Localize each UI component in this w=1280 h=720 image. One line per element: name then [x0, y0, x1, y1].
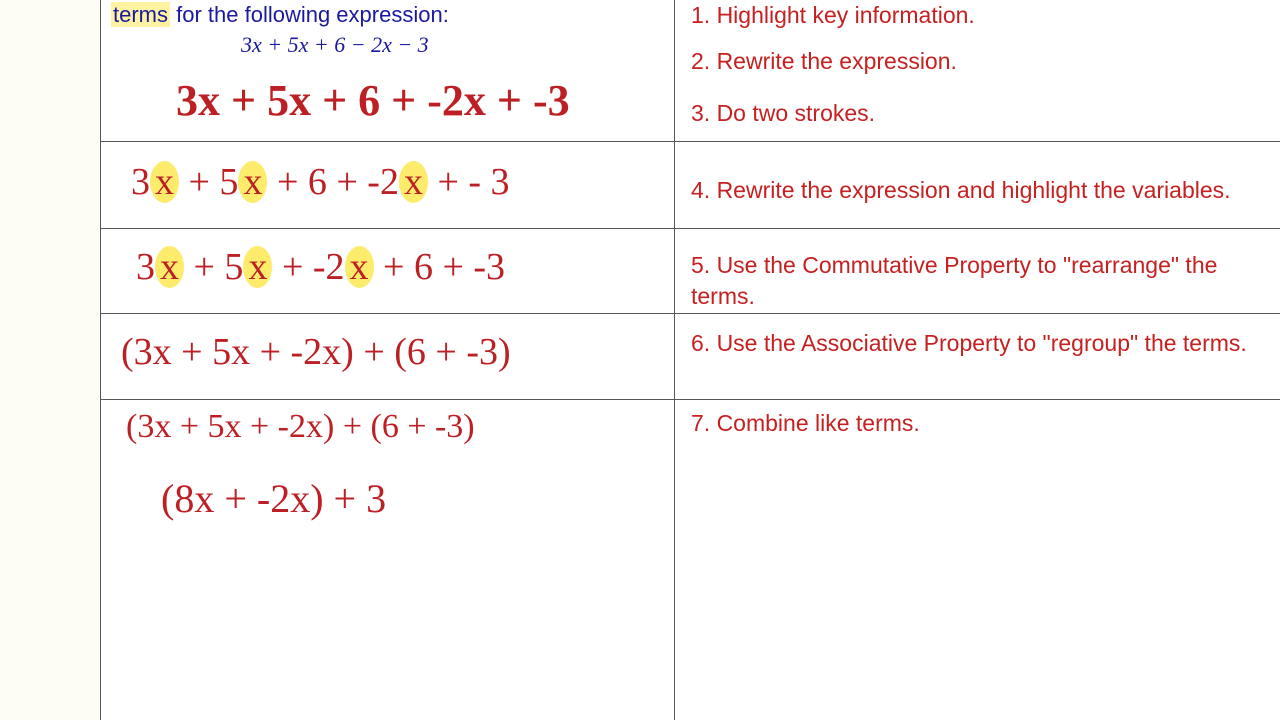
work-line-combine-a: (3x + 5x + -2x) + (6 + -3) — [126, 408, 475, 446]
step-7: 7. Combine like terms. — [691, 408, 1261, 439]
work-line-highlight-vars: 3x + 5x + 6 + -2x + - 3 — [131, 160, 510, 204]
row-divider — [101, 228, 1280, 229]
step-6: 6. Use the Associative Property to "regr… — [691, 328, 1261, 359]
problem-expression: 3x + 5x + 6 − 2x − 3 — [241, 32, 429, 58]
problem-prompt: terms for the following expression: — [111, 2, 449, 28]
column-divider — [674, 0, 675, 720]
work-line-commutative: 3x + 5x + -2x + 6 + -3 — [136, 245, 505, 289]
step-3: 3. Do two strokes. — [691, 98, 1261, 129]
row-divider — [101, 313, 1280, 314]
row-divider — [101, 399, 1280, 400]
work-line-rewrite: 3x + 5x + 6 + -2x + -3 — [176, 75, 570, 126]
step-2: 2. Rewrite the expression. — [691, 46, 1261, 77]
highlighted-word: terms — [111, 2, 170, 27]
work-line-associative: (3x + 5x + -2x) + (6 + -3) — [121, 330, 511, 374]
row-divider — [101, 141, 1280, 142]
step-4: 4. Rewrite the expression and highlight … — [691, 175, 1261, 206]
work-line-combine-b: (8x + -2x) + 3 — [161, 475, 386, 522]
step-5: 5. Use the Commutative Property to "rear… — [691, 250, 1261, 312]
worksheet-page: terms for the following expression: 3x +… — [100, 0, 1280, 720]
prompt-rest: for the following expression: — [170, 2, 449, 27]
step-1: 1. Highlight key information. — [691, 0, 1261, 31]
